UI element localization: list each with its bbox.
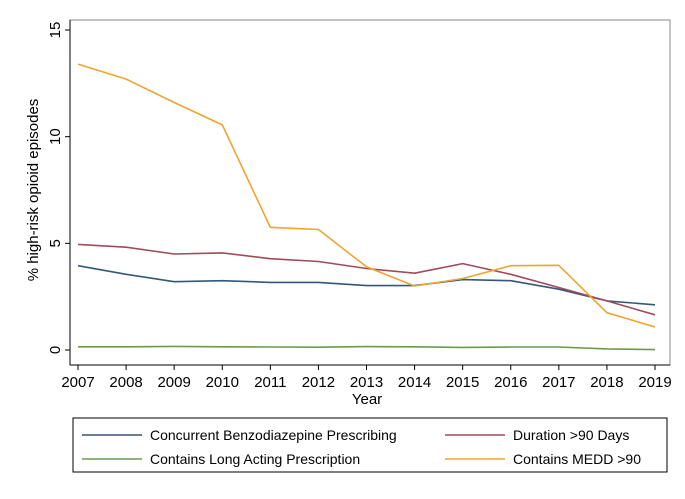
y-tick-label: 10 xyxy=(47,128,64,145)
y-tick-label: 0 xyxy=(47,346,64,354)
x-tick-label: 2013 xyxy=(350,374,383,391)
x-axis-title: Year xyxy=(352,391,382,408)
plot-frame xyxy=(69,19,671,366)
y-tick-label: 15 xyxy=(47,22,64,39)
x-tick-label: 2008 xyxy=(109,374,142,391)
x-tick-label: 2017 xyxy=(542,374,575,391)
x-tick-label: 2010 xyxy=(206,374,239,391)
series-line-2 xyxy=(77,243,656,316)
x-tick-label: 2014 xyxy=(398,374,431,391)
legend: Concurrent Benzodiazepine Prescribing Dur… xyxy=(72,417,668,473)
x-tick-label: 2018 xyxy=(590,374,623,391)
series-layer xyxy=(77,63,656,351)
axes-layer: 0 5 10 15 2007 2008 2009 2010 2011 2012 2013 2014 20… xyxy=(47,19,672,391)
x-tick-label: 2007 xyxy=(61,374,94,391)
x-tick-label: 2019 xyxy=(638,374,671,391)
legend-label: Duration >90 Days xyxy=(513,427,629,443)
series-line-1 xyxy=(77,264,656,306)
x-tick-label: 2009 xyxy=(157,374,190,391)
legend-box xyxy=(72,417,668,473)
legend-label: Contains Long Acting Prescription xyxy=(150,451,360,467)
legend-label: Contains MEDD >90 xyxy=(513,451,641,467)
series-line-4 xyxy=(77,63,656,328)
x-tick-label: 2016 xyxy=(494,374,527,391)
series-line-3 xyxy=(78,345,656,351)
x-tick-label: 2011 xyxy=(254,374,286,391)
y-axis-title: % high-risk opioid episodes xyxy=(25,99,42,282)
legend-label: Concurrent Benzodiazepine Prescribing xyxy=(150,427,397,443)
x-tick-label: 2012 xyxy=(302,374,335,391)
x-tick-label: 2015 xyxy=(446,374,479,391)
y-tick-label: 5 xyxy=(47,239,64,247)
